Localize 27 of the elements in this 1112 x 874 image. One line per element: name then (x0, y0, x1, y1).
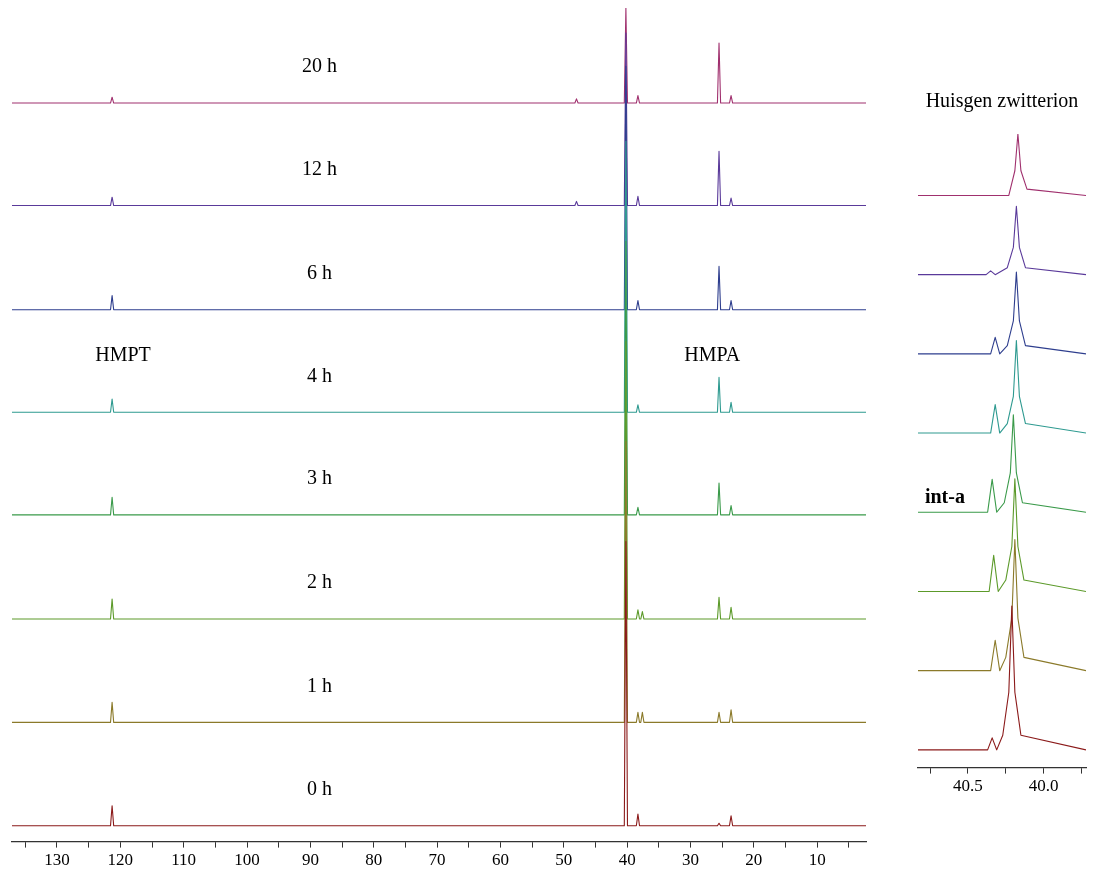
series-label: 6 h (306, 261, 332, 284)
series-label: 12 h (301, 156, 337, 179)
series-label: 20 h (301, 54, 337, 77)
x-tick-label: 40.0 (1028, 776, 1059, 796)
chart-title: Huisgen zwitterion (925, 89, 1079, 113)
series-label: 2 h (306, 570, 332, 593)
series-label: 3 h (306, 466, 332, 489)
x-tick-label: 130 (44, 850, 70, 870)
x-tick-label: 100 (234, 850, 260, 870)
x-tick-label: 80 (365, 850, 383, 870)
x-tick-label: 40 (618, 850, 636, 870)
x-tick-label: 30 (682, 850, 700, 870)
series-label: 1 h (306, 673, 332, 696)
annotation: HMPT (95, 342, 151, 365)
x-tick-label: 110 (171, 850, 197, 870)
annotation: int-a (924, 485, 965, 508)
x-tick-label: 10 (808, 850, 826, 870)
x-tick-label: 60 (491, 850, 509, 870)
series-label: 0 h (306, 777, 332, 800)
x-tick-label: 70 (428, 850, 446, 870)
series-label: 4 h (306, 363, 332, 386)
x-tick-label: 120 (107, 850, 134, 870)
x-tick-label: 50 (555, 850, 573, 870)
x-tick-label: 90 (301, 850, 319, 870)
x-tick-label: 40.5 (953, 776, 983, 796)
x-tick-label: 20 (745, 850, 763, 870)
annotation: HMPA (684, 342, 741, 365)
